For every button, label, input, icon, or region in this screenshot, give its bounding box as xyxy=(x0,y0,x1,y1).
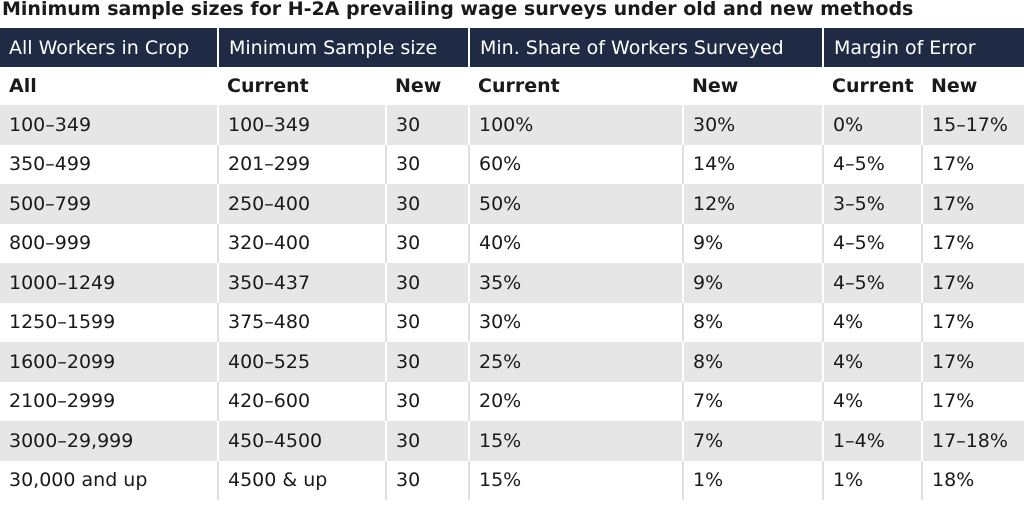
cell-share-new: 9% xyxy=(681,223,824,263)
cell-sample-new: 30 xyxy=(385,460,469,500)
cell-error-current: 4–5% xyxy=(822,223,923,263)
cell-workers-in-crop: 1250–1599 xyxy=(0,302,218,342)
table-row: 800–999 320–400 30 40% 9% 4–5% 17% xyxy=(0,223,1024,263)
cell-error-new: 17–18% xyxy=(921,421,1024,461)
cell-workers-in-crop: 100–349 xyxy=(0,105,218,145)
header-all-workers: All Workers in Crop xyxy=(0,28,218,67)
cell-share-current: 60% xyxy=(468,144,683,184)
cell-sample-new: 30 xyxy=(385,105,469,145)
cell-error-new: 17% xyxy=(921,342,1024,382)
cell-share-new: 1% xyxy=(681,460,824,500)
cell-share-current: 30% xyxy=(468,302,683,342)
table-row: 500–799 250–400 30 50% 12% 3–5% 17% xyxy=(0,184,1024,224)
cell-share-new: 14% xyxy=(681,144,824,184)
cell-error-current: 1–4% xyxy=(822,421,923,461)
table-body: 100–349 100–349 30 100% 30% 0% 15–17% 350–499 20… xyxy=(0,105,1024,500)
cell-sample-current: 400–525 xyxy=(217,342,386,382)
cell-error-current: 0% xyxy=(822,105,923,145)
table-title: Minimum sample sizes for H-2A prevailing… xyxy=(2,0,914,20)
cell-error-current: 4–5% xyxy=(822,263,923,303)
cell-share-new: 7% xyxy=(681,381,824,421)
table-row: 1000–1249 350–437 30 35% 9% 4–5% 17% xyxy=(0,263,1024,303)
cell-error-new: 17% xyxy=(921,223,1024,263)
table-row: 3000–29,999 450–4500 30 15% 7% 1–4% 17–18% xyxy=(0,421,1024,461)
cell-workers-in-crop: 1600–2099 xyxy=(0,342,218,382)
cell-share-new: 30% xyxy=(681,105,824,145)
cell-sample-current: 100–349 xyxy=(217,105,386,145)
cell-sample-current: 201–299 xyxy=(217,144,386,184)
cell-sample-new: 30 xyxy=(385,342,469,382)
table-row: 1250–1599 375–480 30 30% 8% 4% 17% xyxy=(0,302,1024,342)
table-row: 100–349 100–349 30 100% 30% 0% 15–17% xyxy=(0,105,1024,145)
subheader-sample-current: Current xyxy=(218,67,386,105)
subheader-sample-new: New xyxy=(386,67,469,105)
subheader-row: All Current New Current New Current New xyxy=(0,67,1024,105)
header-min-share: Min. Share of Workers Surveyed xyxy=(467,28,824,67)
cell-sample-new: 30 xyxy=(385,263,469,303)
cell-workers-in-crop: 1000–1249 xyxy=(0,263,218,303)
cell-sample-current: 320–400 xyxy=(217,223,386,263)
table-row: 1600–2099 400–525 30 25% 8% 4% 17% xyxy=(0,342,1024,382)
cell-error-current: 1% xyxy=(822,460,923,500)
cell-error-new: 18% xyxy=(921,460,1024,500)
subheader-all: All xyxy=(0,67,218,105)
cell-error-current: 4–5% xyxy=(822,144,923,184)
cell-share-current: 50% xyxy=(468,184,683,224)
subheader-error-new: New xyxy=(922,67,1024,105)
cell-share-current: 15% xyxy=(468,421,683,461)
cell-workers-in-crop: 30,000 and up xyxy=(0,460,218,500)
cell-sample-current: 250–400 xyxy=(217,184,386,224)
cell-share-new: 9% xyxy=(681,263,824,303)
cell-share-current: 100% xyxy=(468,105,683,145)
cell-error-current: 4% xyxy=(822,302,923,342)
cell-workers-in-crop: 2100–2999 xyxy=(0,381,218,421)
cell-sample-current: 350–437 xyxy=(217,263,386,303)
cell-share-new: 12% xyxy=(681,184,824,224)
cell-error-new: 17% xyxy=(921,184,1024,224)
cell-sample-new: 30 xyxy=(385,421,469,461)
cell-error-new: 17% xyxy=(921,302,1024,342)
cell-sample-new: 30 xyxy=(385,302,469,342)
cell-error-current: 4% xyxy=(822,381,923,421)
header-min-sample-size: Minimum Sample size xyxy=(217,28,469,67)
cell-sample-current: 420–600 xyxy=(217,381,386,421)
cell-share-current: 35% xyxy=(468,263,683,303)
cell-share-current: 15% xyxy=(468,460,683,500)
subheader-share-new: New xyxy=(683,67,824,105)
cell-share-new: 8% xyxy=(681,302,824,342)
cell-share-new: 8% xyxy=(681,342,824,382)
header-margin-of-error: Margin of Error xyxy=(822,28,1024,67)
cell-workers-in-crop: 3000–29,999 xyxy=(0,421,218,461)
cell-sample-new: 30 xyxy=(385,144,469,184)
cell-share-new: 7% xyxy=(681,421,824,461)
cell-workers-in-crop: 800–999 xyxy=(0,223,218,263)
cell-error-new: 17% xyxy=(921,263,1024,303)
cell-sample-current: 4500 & up xyxy=(217,460,386,500)
cell-error-new: 17% xyxy=(921,144,1024,184)
cell-share-current: 40% xyxy=(468,223,683,263)
cell-sample-new: 30 xyxy=(385,381,469,421)
cell-error-new: 15–17% xyxy=(921,105,1024,145)
cell-sample-current: 375–480 xyxy=(217,302,386,342)
cell-share-current: 25% xyxy=(468,342,683,382)
cell-sample-current: 450–4500 xyxy=(217,421,386,461)
table-row: 350–499 201–299 30 60% 14% 4–5% 17% xyxy=(0,144,1024,184)
table-row: 30,000 and up 4500 & up 30 15% 1% 1% 18% xyxy=(0,460,1024,500)
cell-error-current: 3–5% xyxy=(822,184,923,224)
cell-error-current: 4% xyxy=(822,342,923,382)
cell-workers-in-crop: 350–499 xyxy=(0,144,218,184)
cell-error-new: 17% xyxy=(921,381,1024,421)
cell-workers-in-crop: 500–799 xyxy=(0,184,218,224)
header-group-row: All Workers in Crop Minimum Sample size … xyxy=(0,28,1024,67)
subheader-share-current: Current xyxy=(469,67,683,105)
table-row: 2100–2999 420–600 30 20% 7% 4% 17% xyxy=(0,381,1024,421)
sample-size-table: All Workers in Crop Minimum Sample size … xyxy=(0,28,1024,500)
cell-sample-new: 30 xyxy=(385,223,469,263)
cell-share-current: 20% xyxy=(468,381,683,421)
cell-sample-new: 30 xyxy=(385,184,469,224)
subheader-error-current: Current xyxy=(823,67,923,105)
